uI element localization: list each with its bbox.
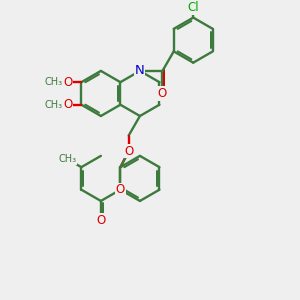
Text: O: O (96, 214, 106, 226)
Text: O: O (63, 98, 73, 111)
Text: O: O (158, 87, 167, 100)
Text: Cl: Cl (188, 1, 199, 14)
Text: O: O (63, 76, 73, 89)
Text: CH₃: CH₃ (44, 100, 62, 110)
Text: O: O (116, 183, 125, 196)
Text: CH₃: CH₃ (58, 154, 77, 164)
Text: N: N (135, 64, 145, 77)
Text: O: O (124, 145, 133, 158)
Text: CH₃: CH₃ (44, 77, 62, 87)
